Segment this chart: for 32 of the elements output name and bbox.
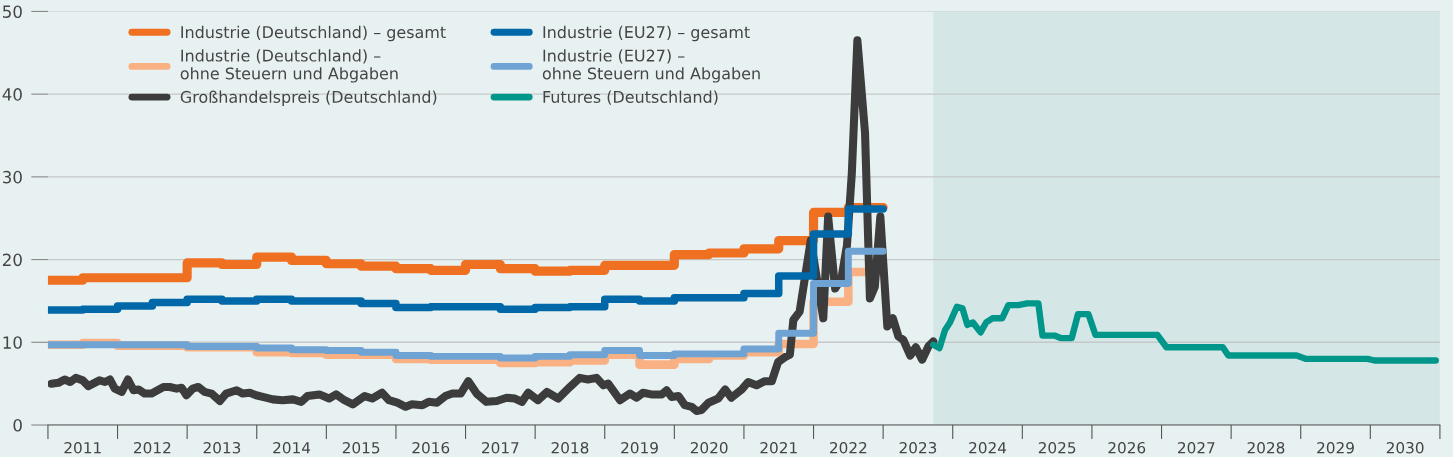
x-tick-label: 2030 [1386,441,1424,454]
x-tick-label: 2017 [482,441,519,454]
y-tick-label: 20 [2,253,22,267]
legend-label: Futures (Deutschland) [543,90,718,105]
legend-label: Großhandelspreis (Deutschland) [180,90,437,107]
y-tick-label: 50 [3,5,22,18]
x-tick-label: 2015 [342,441,380,454]
x-tick-label: 2019 [621,441,658,454]
legend-label: Industrie (Deutschland) – ohne Steuern und Abgaben [180,49,398,83]
y-tick-label: 0 [13,418,22,432]
x-tick-label: 2012 [134,441,171,454]
x-tick-label: 2020 [690,441,728,454]
x-tick-label: 2013 [203,441,241,454]
y-tick-label: 40 [2,88,22,101]
x-tick-label: 2026 [1108,441,1146,454]
x-tick-label: 2028 [1247,441,1285,454]
y-tick-label: 30 [3,170,22,184]
x-tick-label: 2027 [1178,441,1215,454]
legend-label: Industrie (Deutschland) – gesamt [181,25,446,42]
x-tick-label: 2029 [1317,441,1354,454]
x-tick-label: 2022 [830,441,867,454]
x-tick-label: 2018 [551,441,589,454]
x-tick-label: 2025 [1038,441,1076,454]
x-tick-label: 2024 [969,441,1007,454]
x-tick-label: 2014 [273,441,311,454]
legend-label: Industrie (EU27) – gesamt [543,25,750,42]
legend-label: Industrie (EU27) – ohne Steuern und Abgaben [542,49,760,83]
x-tick-label: 2021 [760,441,797,454]
y-tick-label: 10 [3,336,22,349]
x-tick-label: 2016 [412,441,450,454]
x-tick-label: 2023 [899,441,937,454]
x-tick-label: 2011 [64,441,101,454]
